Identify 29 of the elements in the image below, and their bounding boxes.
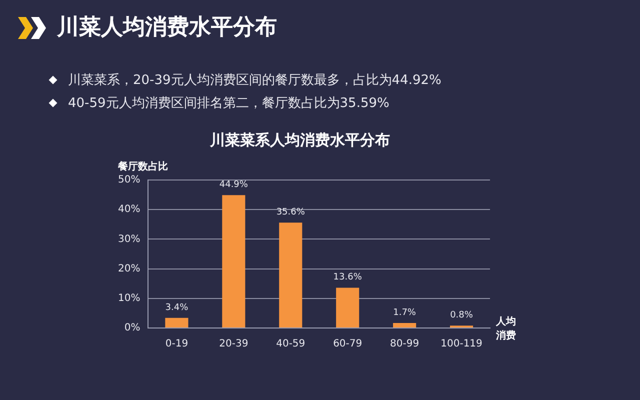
y-tick-label: 0% — [124, 322, 140, 334]
bar — [165, 318, 188, 328]
text: 川菜菜系，20-39元人均消费区间的餐厅数最多，占比为44.92% — [68, 72, 442, 89]
data-label: 13.6% — [333, 272, 362, 283]
y-tick-label: 30% — [118, 234, 140, 245]
x-tick-label: 60-79 — [333, 338, 362, 350]
bar — [336, 288, 360, 328]
text: 40-59元人均消费区间排名第二，餐厅数占比为35.59% — [68, 95, 390, 112]
x-axis-title: 人均消费 — [495, 316, 516, 342]
x-tick-label: 80-99 — [390, 338, 420, 350]
data-label: 1.7% — [393, 308, 416, 318]
x-tick-label: 100-119 — [440, 338, 482, 350]
y-tick-label: 50% — [118, 174, 140, 186]
chart-title: 川菜人均消费水平分布 — [57, 14, 277, 42]
x-tick-label: 0-19 — [165, 338, 188, 350]
chart-subtitle: 川菜菜系人均消费水平分布 — [209, 130, 390, 149]
y-tick-label: 20% — [118, 263, 140, 274]
bar — [222, 195, 246, 328]
x-tick-label: 40-59 — [276, 338, 306, 350]
y-tick-label: 10% — [118, 292, 140, 304]
data-label: 0.8% — [450, 310, 474, 320]
x-tick-label: 20-39 — [219, 338, 248, 350]
bar — [279, 222, 302, 328]
y-tick-label: 40% — [118, 204, 140, 216]
data-label: 35.6% — [276, 207, 306, 218]
y-axis-title: 餐厅数占比 — [117, 160, 168, 173]
bar — [393, 322, 416, 328]
data-label: 44.9% — [219, 180, 248, 190]
data-label: 3.4% — [165, 302, 189, 313]
